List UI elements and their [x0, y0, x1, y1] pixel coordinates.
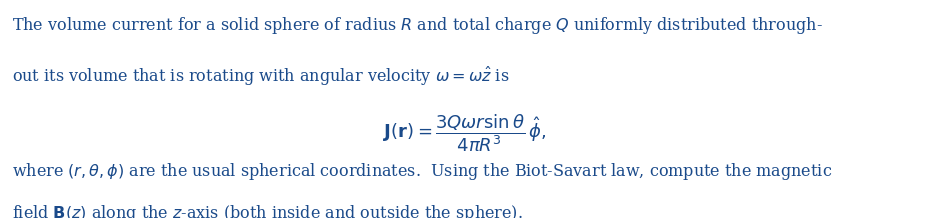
Text: where $(r, \theta, \phi)$ are the usual spherical coordinates.  Using the Biot-S: where $(r, \theta, \phi)$ are the usual …	[12, 161, 832, 182]
Text: The volume current for a solid sphere of radius $R$ and total charge $Q$ uniform: The volume current for a solid sphere of…	[12, 15, 823, 36]
Text: $\mathbf{J}(\mathbf{r}) = \dfrac{3Q\omega r\sin\theta}{4\pi R^3}\,\hat{\phi},$: $\mathbf{J}(\mathbf{r}) = \dfrac{3Q\omeg…	[383, 112, 547, 154]
Text: field $\mathbf{B}(z)$ along the $z$-axis (both inside and outside the sphere).: field $\mathbf{B}(z)$ along the $z$-axis…	[12, 203, 523, 218]
Text: out its volume that is rotating with angular velocity $\omega = \omega\hat{z}$ i: out its volume that is rotating with ang…	[12, 65, 510, 89]
